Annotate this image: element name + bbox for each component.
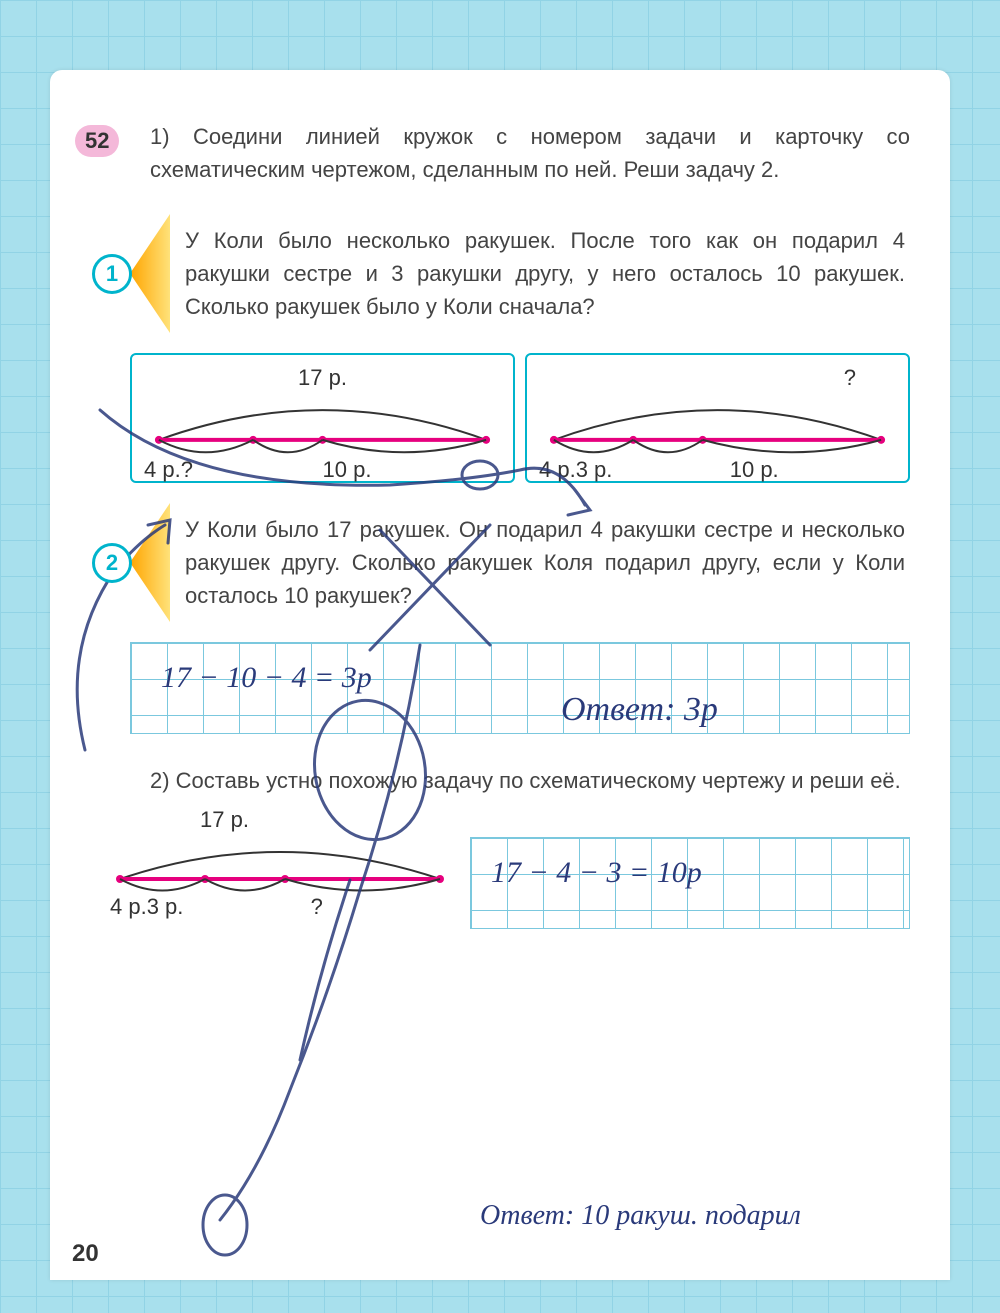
label: 4 р.: [110, 894, 147, 920]
diagram-row: 17 р. 4 р. ? 10 р. ?: [130, 353, 910, 483]
label: 10 р.: [612, 457, 896, 483]
label: 10 р.: [193, 457, 501, 483]
circle-number-2[interactable]: 2: [92, 543, 132, 583]
circle-number-1[interactable]: 1: [92, 254, 132, 294]
label: 4 р.: [144, 457, 181, 483]
diagram-c-svg: [110, 837, 450, 892]
answer-area-2[interactable]: 17 − 4 − 3 = 10р: [470, 837, 910, 929]
problem-2-text: У Коли было 17 ракушек. Он подарил 4 ра­…: [180, 503, 910, 622]
diagram-c-bottom: 4 р. 3 р. ?: [110, 894, 450, 920]
diagram-b-bottom: 4 р. 3 р. 10 р.: [539, 457, 896, 483]
problem-1: 1 У Коли было несколько ракушек. После т…: [130, 214, 910, 333]
answer-area-1[interactable]: 17 − 10 − 4 = 3р Ответ: 3р: [130, 642, 910, 734]
diagram-a-bottom: 4 р. ? 10 р.: [144, 457, 501, 483]
subtask-text: 2) Составь устно похожую задачу по схема…: [150, 764, 910, 797]
diagram-c: 17 р. 4 р. 3 р. ?: [110, 807, 450, 947]
label: 3 р.: [147, 894, 184, 920]
page: 52 1) Соедини линией кружок с номером за…: [50, 70, 950, 1280]
page-number: 20: [72, 1240, 99, 1268]
triangle-marker: [130, 214, 170, 333]
diagram-b[interactable]: ? 4 р. 3 р. 10 р.: [525, 353, 910, 483]
diagram-a-svg: [144, 395, 501, 455]
problem-1-text: У Коли было несколько ракушек. После тог…: [180, 214, 910, 333]
diagram-c-top: 17 р.: [110, 807, 450, 833]
triangle-marker: [130, 503, 170, 622]
diagram-a-top: 17 р.: [144, 365, 501, 391]
hand-answer-2: Ответ: 10 ракуш. подарил: [480, 1200, 801, 1232]
diagram-b-top: ?: [539, 365, 896, 391]
label: ?: [181, 457, 193, 483]
diagram-a[interactable]: 17 р. 4 р. ? 10 р.: [130, 353, 515, 483]
label: ?: [183, 894, 450, 920]
problem-2: 2 У Коли было 17 ракушек. Он подарил 4 р…: [130, 503, 910, 622]
hand-calc-2: 17 − 4 − 3 = 10р: [491, 856, 702, 890]
bottom-row: 17 р. 4 р. 3 р. ? 17 − 4 − 3 = 10р: [110, 807, 910, 947]
diagram-b-svg: [539, 395, 896, 455]
hand-answer-1: Ответ: 3р: [561, 691, 718, 729]
task-number-badge: 52: [75, 125, 119, 157]
intro-text: 1) Соедини линией кружок с номером задач…: [150, 120, 910, 186]
label: 3 р.: [576, 457, 613, 483]
hand-calc-1: 17 − 10 − 4 = 3р: [161, 661, 372, 695]
label: 4 р.: [539, 457, 576, 483]
